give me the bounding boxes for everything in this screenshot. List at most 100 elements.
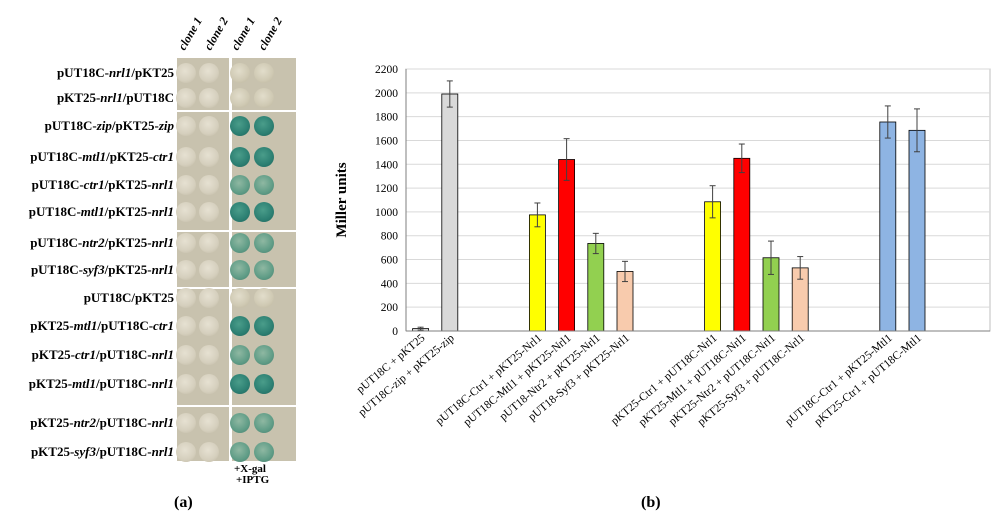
y-tick-label: 1600 [375, 135, 398, 147]
construct-label: pUT18C-zip/pKT25-zip [45, 118, 174, 134]
plasmid-name: /pKT25- [104, 235, 152, 250]
colony-spot-xgal [230, 88, 250, 108]
bar-chart: 0 200 400 600 800 1000 1200 1400 1600 1800 2000 220… [334, 64, 991, 429]
gene-name: ctr1 [83, 177, 105, 192]
plasmid-name: pKT25- [30, 444, 75, 459]
colony-spot-xgal [254, 147, 274, 167]
colony-spot-xgal [254, 374, 274, 394]
construct-label: pUT18C-syf3/pKT25-nrl1 [31, 262, 174, 278]
gene-name: syf3 [74, 444, 96, 459]
y-tick-label: 800 [381, 231, 399, 243]
plasmid-name: pUT18C- [56, 65, 109, 80]
colony-spot-xgal [254, 116, 274, 136]
plasmid-name: /pKT25- [106, 149, 154, 164]
plasmid-name: pUT18C- [31, 177, 84, 192]
plasmid-name: pUT18C- [28, 204, 81, 219]
gene-name: ntr2 [82, 235, 105, 250]
colony-spot [199, 116, 219, 136]
colony-spot [176, 374, 196, 394]
plasmid-name: /pKT25- [104, 204, 152, 219]
colony-spot-xgal [254, 288, 274, 308]
colony-spot-xgal [230, 345, 250, 365]
plasmid-name: pUT18C- [30, 235, 83, 250]
additive-label: +X-gal [234, 463, 266, 475]
bar-series [412, 80, 926, 332]
gene-name: nrl1 [151, 415, 174, 430]
colony-spot [176, 345, 196, 365]
colony-spot [176, 288, 196, 308]
colony-spot [176, 413, 196, 433]
plot-frame [405, 68, 991, 332]
construct-label: pUT18C-nrl1/pKT25 [57, 65, 174, 81]
gene-name: ctr1 [153, 318, 174, 333]
plate-separator [229, 58, 232, 461]
clone-header: clone 1 [228, 14, 258, 53]
plasmid-name: pUT18C- [30, 149, 83, 164]
bar [733, 157, 751, 332]
y-tick-label: 1000 [375, 207, 398, 219]
gene-name: zip [96, 118, 112, 133]
construct-label: pKT25-ntr2/pUT18C-nrl1 [30, 415, 174, 431]
colony-spot [176, 202, 196, 222]
gene-name: mtl1 [72, 376, 96, 391]
clone-header: clone 2 [255, 14, 285, 53]
colony-spot [176, 316, 196, 336]
plasmid-name: /pKT25- [111, 118, 159, 133]
colony-spot-xgal [254, 345, 274, 365]
gene-name: nrl1 [151, 262, 174, 277]
construct-label: pKT25-mtl1/pUT18C-ctr1 [30, 318, 174, 334]
colony-spot-xgal [230, 374, 250, 394]
plasmid-name: pUT18C- [30, 262, 83, 277]
colony-spot-xgal [254, 442, 274, 462]
construct-label: pKT25-nrl1/pUT18C [57, 90, 174, 106]
gene-name: syf3 [82, 262, 105, 277]
bar [704, 201, 722, 332]
clone-header: clone 2 [201, 14, 231, 53]
y-tick-label: 2200 [375, 64, 398, 76]
gene-name: nrl1 [100, 90, 123, 105]
plasmid-name: pKT25- [31, 347, 76, 362]
colony-spot [176, 88, 196, 108]
bar [908, 129, 926, 332]
additive-label: +IPTG [236, 474, 270, 486]
y-tick-label: 2000 [375, 88, 398, 100]
plasmid-name: /pKT25 [131, 65, 174, 80]
panel-a-plate-assay: clone 1 clone 2 clone 1 clone 2 pUT18C-nrl1/… [0, 0, 320, 521]
plasmid-name: pKT25- [56, 90, 101, 105]
colony-spot-xgal [230, 147, 250, 167]
plasmid-name: /pUT18C [122, 90, 174, 105]
colony-spot [176, 260, 196, 280]
gene-name: ntr2 [73, 415, 96, 430]
colony-spot-xgal [254, 260, 274, 280]
colony-spot-xgal [230, 442, 250, 462]
construct-label: pUT18C/pKT25 [84, 290, 174, 306]
colony-spot [176, 116, 196, 136]
colony-spot-xgal [230, 413, 250, 433]
colony-spot [176, 442, 196, 462]
colony-spot-xgal [230, 288, 250, 308]
gene-name: mtl1 [73, 318, 98, 333]
colony-spot [199, 442, 219, 462]
colony-spot-xgal [254, 88, 274, 108]
y-tick-label: 600 [381, 255, 399, 267]
y-tick-label: 400 [381, 278, 399, 290]
y-tick-label: 1800 [375, 112, 398, 124]
colony-spot [176, 175, 196, 195]
plasmid-name: /pKT25- [104, 262, 152, 277]
colony-spot [199, 63, 219, 83]
panel-a-letter: (a) [174, 494, 193, 511]
colony-spot-xgal [254, 316, 274, 336]
plasmid-name: /pUT18C- [95, 347, 152, 362]
construct-label: pKT25-ctr1/pUT18C-nrl1 [32, 347, 174, 363]
colony-spot [176, 147, 196, 167]
gene-name: ctr1 [75, 347, 96, 362]
bar [558, 159, 576, 332]
colony-spot-xgal [254, 202, 274, 222]
gene-name: nrl1 [151, 204, 174, 219]
y-tick-label: 1400 [375, 159, 398, 171]
plasmid-name: pKT25- [30, 415, 74, 430]
colony-spot-xgal [254, 233, 274, 253]
colony-spot [176, 233, 196, 253]
bar [587, 243, 605, 332]
y-tick-label: 200 [381, 302, 399, 314]
